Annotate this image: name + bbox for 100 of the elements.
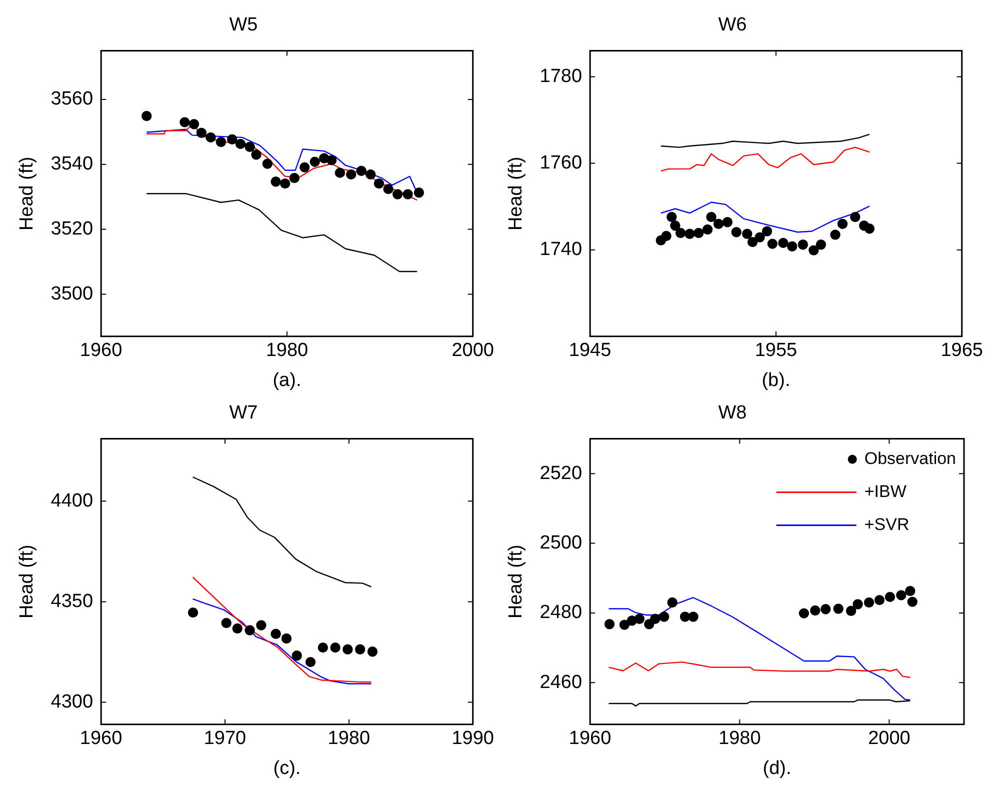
point (666, 212, 677, 222)
point (676, 228, 686, 238)
point (326, 155, 337, 166)
chart-title: W8 (718, 402, 747, 424)
y-tick-label: 4300 (50, 692, 94, 713)
x-tick-label: 1960 (568, 728, 612, 750)
point (787, 241, 798, 252)
point (356, 166, 366, 176)
point (702, 224, 713, 235)
point (816, 240, 826, 250)
point (280, 178, 290, 189)
y-axis-title: Head (ft) (506, 544, 527, 619)
point (820, 604, 831, 614)
point (905, 586, 916, 596)
x-tick-label: 1960 (80, 340, 122, 362)
point (684, 228, 695, 239)
point (180, 117, 190, 128)
point (318, 642, 328, 653)
y-tick-label: 1740 (540, 239, 582, 260)
x-tick-label: 1945 (568, 340, 612, 362)
point (747, 236, 758, 248)
point (392, 189, 403, 200)
x-tick-label: 1970 (204, 728, 246, 750)
x-tick-label: 2000 (868, 728, 910, 750)
x-tick-label: 1980 (328, 728, 370, 750)
point (650, 614, 660, 624)
point (414, 188, 424, 198)
point (754, 232, 765, 242)
y-tick-label: 2460 (540, 672, 582, 693)
chart-title: W5 (229, 14, 258, 36)
y-tick-label: 3500 (50, 283, 94, 304)
point (227, 134, 238, 144)
point (798, 240, 808, 250)
point (270, 176, 281, 187)
point (232, 623, 242, 634)
point (896, 590, 906, 600)
point (196, 128, 207, 138)
point (292, 650, 302, 661)
point (778, 238, 788, 248)
point (907, 596, 918, 607)
point (330, 642, 340, 653)
point (281, 633, 292, 644)
point (634, 614, 645, 624)
point (864, 597, 874, 608)
point (188, 119, 200, 130)
y-tick-label: 2520 (540, 462, 582, 484)
point (706, 212, 716, 222)
legend-label: +SVR (864, 514, 910, 534)
y-tick-label: 3520 (50, 218, 94, 240)
point (251, 150, 262, 160)
point (661, 230, 672, 242)
point (864, 224, 875, 234)
point (142, 110, 152, 122)
point (808, 245, 819, 256)
point (216, 136, 226, 148)
x-tick-label: 1980 (718, 728, 761, 750)
x-tick-label: 1955 (754, 340, 798, 362)
legend-label: Observation (864, 448, 956, 468)
point (300, 162, 310, 172)
point (270, 628, 281, 639)
point (850, 212, 860, 222)
x-tick-label: 1980 (266, 340, 308, 362)
point (262, 158, 273, 169)
point (374, 178, 384, 189)
x-axis-title: (b). (762, 370, 790, 391)
point (305, 656, 316, 668)
point (874, 594, 885, 606)
point (810, 605, 820, 616)
point (837, 218, 848, 229)
chart-title: W6 (718, 14, 747, 36)
point (244, 625, 255, 636)
y-tick-label: 1780 (540, 66, 582, 87)
x-tick-label: 1960 (80, 728, 122, 750)
y-tick-label: 2500 (540, 532, 582, 554)
y-tick-label: 3540 (50, 154, 94, 175)
x-tick-label: 2000 (452, 340, 494, 362)
point (688, 612, 698, 622)
y-axis-title: Head (ft) (506, 156, 527, 231)
point (731, 227, 742, 238)
point (366, 169, 376, 180)
point (767, 238, 778, 249)
point (188, 607, 198, 618)
y-tick-label: 3560 (50, 88, 94, 110)
point (310, 156, 320, 167)
x-tick-label: 1990 (452, 728, 494, 750)
point (722, 217, 733, 228)
point (680, 612, 690, 622)
x-axis-title: (a). (272, 370, 302, 391)
point (206, 132, 216, 143)
point (659, 612, 670, 622)
point (830, 230, 840, 240)
point (694, 228, 704, 238)
point (244, 142, 255, 152)
point (342, 644, 353, 654)
legend-label: +IBW (864, 482, 906, 501)
point (833, 604, 844, 614)
y-tick-label: 2480 (540, 602, 582, 624)
chart-title: W7 (229, 402, 258, 424)
x-axis-title: (d). (762, 758, 792, 779)
point (367, 646, 378, 657)
